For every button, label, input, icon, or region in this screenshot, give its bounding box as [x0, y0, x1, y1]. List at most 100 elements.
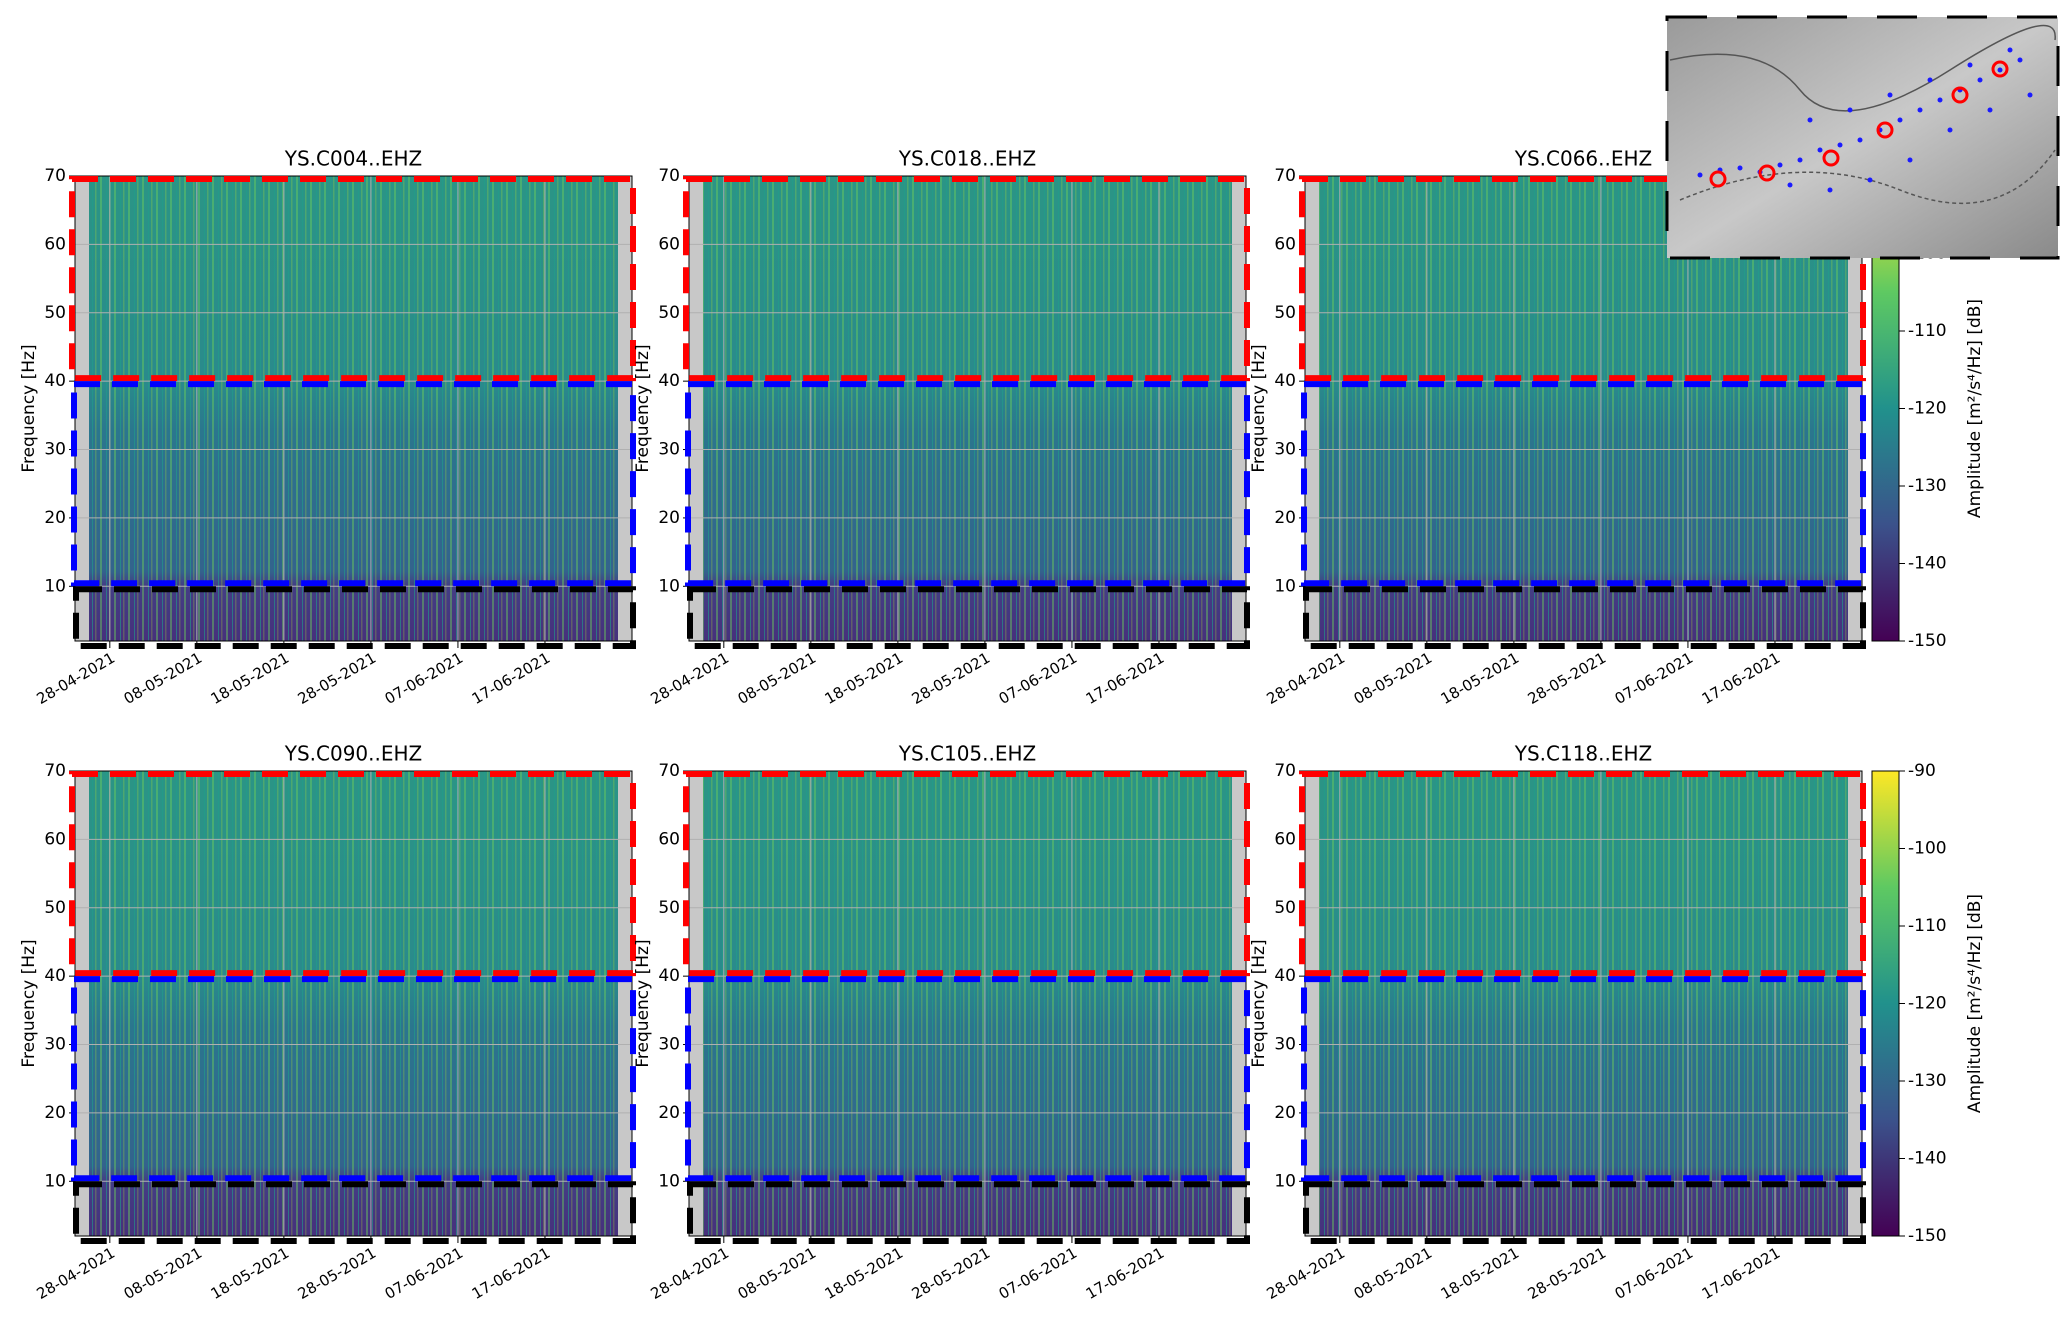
chart-title: YS.C090..EHZ: [284, 742, 423, 766]
y-tick-label: 70: [44, 761, 66, 781]
frequency-band: [687, 1181, 1250, 1244]
x-tick-label: 07-06-2021: [1612, 649, 1697, 708]
x-tick-label: 08-05-2021: [121, 649, 206, 708]
y-tick-label: 40: [658, 966, 680, 986]
y-axis-label: Frequency [Hz]: [633, 344, 653, 472]
y-tick-label: 60: [1274, 829, 1296, 849]
y-tick-label: 20: [658, 508, 680, 528]
y-tick-label: 60: [658, 234, 680, 254]
x-tick-label: 07-06-2021: [382, 1244, 467, 1303]
x-tick-label: 08-05-2021: [1351, 1244, 1436, 1303]
colorbar-tick-label: -150: [1908, 631, 1947, 651]
chart-title: YS.C018..EHZ: [898, 147, 1037, 171]
y-tick-label: 50: [658, 898, 680, 918]
x-tick-label: 08-05-2021: [735, 649, 820, 708]
frequency-band: [73, 1181, 636, 1244]
colorbar-tick-label: -120: [1908, 994, 1947, 1014]
y-tick-label: 50: [1274, 898, 1296, 918]
y-tick-label: 40: [658, 371, 680, 391]
frequency-band: [685, 976, 1250, 1182]
x-tick-label: 18-05-2021: [1438, 1244, 1523, 1303]
y-tick-label: 20: [1274, 1103, 1296, 1123]
y-tick-label: 20: [44, 508, 66, 528]
y-tick-label: 20: [658, 1103, 680, 1123]
x-tick-label: 28-05-2021: [295, 649, 380, 708]
highlighted-stations: [1709, 60, 2009, 188]
x-tick-label: 28-04-2021: [1264, 649, 1349, 708]
map-background: [1665, 15, 2060, 260]
y-tick-label: 10: [44, 1171, 66, 1191]
spectrogram-texture: [703, 771, 1232, 1236]
y-tick-label: 70: [44, 166, 66, 186]
spectrogram-texture: [89, 771, 618, 1236]
x-tick-label: 28-05-2021: [1525, 1244, 1610, 1303]
frequency-band: [71, 976, 636, 1182]
y-tick-label: 30: [1274, 440, 1296, 460]
y-tick-label: 20: [44, 1103, 66, 1123]
y-tick-label: 20: [1274, 508, 1296, 528]
y-axis-label: Frequency [Hz]: [1249, 939, 1269, 1067]
colorbar-tick-label: -140: [1908, 1149, 1947, 1169]
colorbar-tick-label: -120: [1908, 399, 1947, 419]
y-tick-label: 10: [44, 576, 66, 596]
y-tick-label: 30: [44, 1035, 66, 1055]
frequency-band: [73, 586, 636, 650]
frequency-band: [1299, 771, 1866, 977]
chart-title: YS.C004..EHZ: [284, 147, 423, 171]
x-tick-label: 18-05-2021: [822, 1244, 907, 1303]
x-tick-label: 07-06-2021: [1612, 1244, 1697, 1303]
x-tick-label: 08-05-2021: [1351, 649, 1436, 708]
y-tick-label: 40: [1274, 371, 1296, 391]
x-tick-label: 28-05-2021: [295, 1244, 380, 1303]
inset-map: [1665, 15, 2060, 260]
frequency-band: [685, 381, 1250, 587]
chart-title: YS.C066..EHZ: [1514, 147, 1653, 171]
x-tick-label: 28-05-2021: [909, 1244, 994, 1303]
y-tick-label: 60: [658, 829, 680, 849]
x-tick-label: 28-04-2021: [34, 649, 119, 708]
colorbar-tick-label: -110: [1908, 916, 1947, 936]
x-tick-label: 28-05-2021: [1525, 649, 1610, 708]
map-border: [1679, 149, 2056, 205]
colorbar-label: Amplitude [m²/s⁴/Hz] [dB]: [1965, 894, 1985, 1113]
colorbar-tick-label: -130: [1908, 1071, 1947, 1091]
x-tick-label: 18-05-2021: [822, 649, 907, 708]
colorbar: [1871, 770, 1900, 1237]
y-tick-label: 60: [44, 234, 66, 254]
x-tick-label: 28-04-2021: [34, 1244, 119, 1303]
y-tick-label: 70: [658, 166, 680, 186]
x-tick-label: 18-05-2021: [1438, 649, 1523, 708]
x-tick-label: 17-06-2021: [1699, 1244, 1784, 1303]
chart-title: YS.C118..EHZ: [1514, 742, 1653, 766]
x-tick-label: 28-04-2021: [1264, 1244, 1349, 1303]
y-tick-label: 30: [658, 440, 680, 460]
x-tick-label: 17-06-2021: [1083, 1244, 1168, 1303]
colorbar-tick-label: -150: [1908, 1226, 1947, 1246]
y-axis-label: Frequency [Hz]: [19, 939, 39, 1067]
x-tick-label: 18-05-2021: [208, 1244, 293, 1303]
y-axis-label: Frequency [Hz]: [19, 344, 39, 472]
x-tick-label: 17-06-2021: [1083, 649, 1168, 708]
y-tick-label: 50: [44, 898, 66, 918]
y-tick-label: 50: [44, 303, 66, 323]
y-tick-label: 50: [1274, 303, 1296, 323]
spectrogram-texture: [703, 176, 1232, 641]
y-tick-label: 10: [658, 576, 680, 596]
colorbar-tick-label: -100: [1908, 839, 1947, 859]
colorbar-tick-label: -90: [1908, 761, 1936, 781]
y-tick-label: 30: [1274, 1035, 1296, 1055]
spectrogram-texture: [89, 176, 618, 641]
frequency-band: [1303, 1181, 1866, 1244]
y-tick-label: 10: [658, 1171, 680, 1191]
frequency-band: [683, 176, 1250, 382]
frequency-band: [1301, 381, 1866, 587]
colorbar-tick-label: -140: [1908, 554, 1947, 574]
y-tick-label: 60: [44, 829, 66, 849]
x-tick-label: 28-04-2021: [648, 1244, 733, 1303]
x-tick-label: 08-05-2021: [735, 1244, 820, 1303]
y-tick-label: 30: [44, 440, 66, 460]
spectrogram-texture: [1319, 771, 1848, 1236]
